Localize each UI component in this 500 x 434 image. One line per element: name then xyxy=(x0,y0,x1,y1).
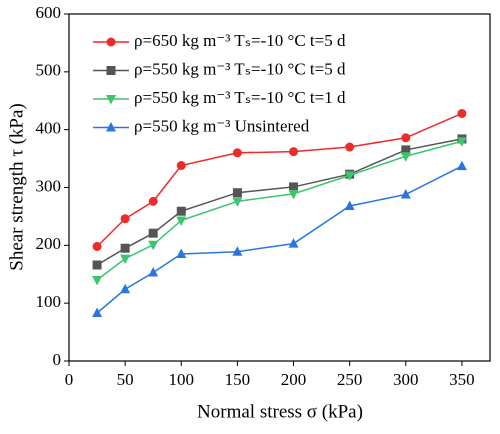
y-tick-label: 300 xyxy=(36,176,62,195)
x-tick-label: 350 xyxy=(449,370,475,389)
x-tick-label: 150 xyxy=(225,370,251,389)
y-tick-label: 600 xyxy=(36,3,62,22)
marker xyxy=(176,248,187,259)
marker xyxy=(457,108,467,118)
marker xyxy=(176,206,186,216)
marker xyxy=(401,133,411,143)
marker xyxy=(120,283,131,294)
marker xyxy=(289,147,299,157)
marker xyxy=(288,238,299,248)
x-tick-label: 0 xyxy=(65,370,74,389)
marker xyxy=(120,243,130,253)
marker xyxy=(232,188,242,198)
y-tick-label: 100 xyxy=(36,292,62,311)
marker xyxy=(232,246,243,256)
y-tick-label: 0 xyxy=(53,350,62,369)
marker xyxy=(106,95,116,105)
marker xyxy=(148,196,158,206)
marker xyxy=(148,240,159,251)
marker xyxy=(92,241,102,251)
legend-label: ρ=550 kg m⁻³ Tₛ=-10 °C t=5 d xyxy=(134,59,346,78)
marker xyxy=(288,189,299,200)
marker xyxy=(148,267,159,277)
x-tick-label: 200 xyxy=(281,370,307,389)
marker xyxy=(176,216,187,226)
y-axis-title: Shear strength τ (kPa) xyxy=(6,103,27,271)
marker xyxy=(344,200,355,211)
y-tick-label: 400 xyxy=(36,119,62,138)
y-tick-label: 200 xyxy=(36,234,62,253)
marker xyxy=(106,122,116,132)
marker xyxy=(120,254,131,265)
marker xyxy=(120,214,130,224)
marker xyxy=(92,260,102,270)
legend-label: ρ=550 kg m⁻³ Tₛ=-10 °C t=1 d xyxy=(134,88,346,107)
marker xyxy=(106,66,116,75)
marker xyxy=(344,171,355,181)
marker xyxy=(232,197,243,207)
x-tick-label: 300 xyxy=(393,370,419,389)
marker xyxy=(456,137,467,147)
marker xyxy=(456,160,467,171)
x-tick-label: 250 xyxy=(337,370,363,389)
marker xyxy=(148,228,158,238)
series-line xyxy=(96,140,463,281)
marker xyxy=(232,148,242,158)
marker xyxy=(400,188,411,199)
marker xyxy=(92,276,103,286)
x-tick-label: 100 xyxy=(169,370,195,389)
marker xyxy=(289,182,299,192)
marker xyxy=(345,142,355,152)
y-tick-label: 500 xyxy=(36,61,62,80)
marker xyxy=(401,145,411,155)
x-axis-title: Normal stress σ (kPa) xyxy=(197,401,363,422)
legend-label: ρ=550 kg m⁻³ Unsintered xyxy=(134,116,310,135)
marker xyxy=(106,37,116,47)
marker xyxy=(92,307,103,317)
legend-label: ρ=650 kg m⁻³ Tₛ=-10 °C t=5 d xyxy=(134,31,346,50)
x-tick-label: 50 xyxy=(117,370,134,389)
marker xyxy=(400,152,411,162)
marker xyxy=(176,161,186,171)
